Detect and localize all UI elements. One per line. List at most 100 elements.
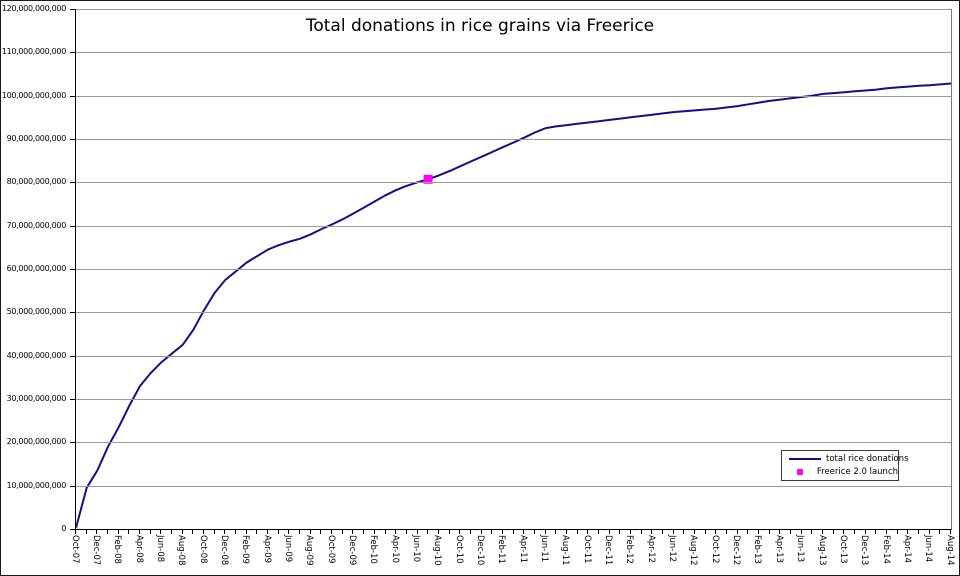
x-axis-tick [427,530,429,534]
x-axis-label: Aug-09 [304,535,315,566]
legend: total rice donations Freerice 2.0 launch [781,450,909,481]
x-axis-label: Feb-08 [112,535,123,564]
x-axis-tick [139,530,140,534]
x-axis-tick [779,530,781,534]
x-axis-tick [181,530,183,534]
y-axis-label: 100,000,000,000 [1,91,67,100]
gridline [76,486,951,487]
x-axis-tick [715,530,717,534]
x-axis-tick [203,530,204,534]
y-axis-label: 0 [61,524,66,533]
x-axis-label: Oct-13 [837,535,848,564]
x-axis-tick [704,530,706,534]
x-axis-tick [789,530,791,534]
legend-item-freerice2-launch: Freerice 2.0 launch [782,466,898,478]
x-axis-tick [854,530,855,534]
y-axis-tick [70,226,75,227]
x-axis-tick [683,530,685,534]
x-axis-label: Oct-11 [581,535,592,564]
x-axis-tick [512,530,514,534]
x-axis-label: Apr-12 [645,535,656,564]
x-axis-tick [918,530,919,534]
y-axis-label: 80,000,000,000 [6,177,67,186]
legend-swatch-area [789,458,821,460]
x-axis-tick [544,530,546,534]
x-axis-label: Dec-10 [475,535,485,566]
x-axis-label: Apr-10 [389,535,400,564]
legend-item-total-rice-donations: total rice donations [782,453,909,465]
x-axis-tick [320,530,322,534]
x-axis-tick [608,530,610,534]
x-axis-tick [597,530,599,534]
x-axis-tick [811,530,813,534]
x-axis-label: Apr-08 [133,535,144,564]
x-axis-tick [619,530,621,534]
legend-label: Freerice 2.0 launch [816,467,898,477]
x-axis-tick [363,530,365,534]
gridline [76,442,951,443]
x-axis-tick [896,530,898,534]
x-axis-label: Jun-12 [667,535,678,563]
y-axis-tick [70,442,75,443]
x-axis-tick [864,530,866,534]
x-axis-label: Oct-09 [325,535,336,564]
gridline [76,226,951,227]
x-axis-tick [171,530,172,534]
x-axis-tick [75,530,76,534]
x-axis-tick [288,530,290,534]
x-axis-tick [555,530,557,534]
legend-swatch-area [789,469,812,475]
x-axis-tick [373,530,375,534]
x-axis-tick [85,530,87,534]
x-axis-label: Aug-12 [688,535,699,566]
y-axis-label: 10,000,000,000 [6,481,67,490]
x-axis-tick [491,530,493,534]
x-axis-label: Aug-08 [176,535,187,566]
x-axis-tick [800,530,802,534]
x-axis-label: Oct-08 [197,535,208,564]
x-axis-tick [437,530,439,534]
x-axis-tick [309,530,311,534]
gridline [76,269,951,270]
x-axis-label: Jun-14 [923,535,934,563]
y-axis-label: 120,000,000,000 [1,4,67,13]
x-axis-tick [469,530,471,534]
y-axis-tick [70,312,75,313]
y-axis-label: 30,000,000,000 [6,394,67,403]
x-axis-tick [192,530,194,534]
x-axis-tick [160,530,162,534]
y-axis-label: 90,000,000,000 [6,134,67,143]
x-axis-label: Aug-10 [432,535,443,566]
legend-label: total rice donations [826,454,909,464]
x-axis-tick [843,530,845,534]
x-axis-tick [523,530,525,534]
y-axis-tick [70,9,75,10]
x-axis-tick [907,530,909,534]
x-axis-tick [928,530,930,534]
x-axis-tick [235,530,237,534]
gridline [76,52,951,53]
x-axis-tick [213,530,215,534]
x-axis-label: Jun-11 [539,535,549,563]
x-axis-tick [128,530,130,534]
x-axis-label: Aug-11 [560,535,571,566]
x-axis-tick [640,530,642,534]
x-axis-label: Feb-11 [496,535,507,564]
x-axis-label: Dec-08 [218,535,229,566]
y-axis-tick [70,52,75,53]
x-axis-tick [96,530,98,534]
x-axis-label: Feb-13 [752,535,763,564]
y-axis-label: 50,000,000,000 [6,307,67,316]
x-axis-label: Apr-11 [517,535,528,564]
x-axis-label: Apr-13 [773,535,784,564]
x-axis-tick [352,530,354,534]
x-axis-label: Oct-07 [69,535,80,564]
x-axis-tick [245,530,247,534]
x-axis-tick [501,530,503,534]
x-axis-tick [576,530,578,534]
x-axis-label: Dec-09 [346,535,357,566]
x-axis-label: Aug-14 [944,535,955,566]
y-axis-tick [70,96,75,97]
chart-title: Total donations in rice grains via Freer… [305,16,655,36]
x-axis-tick [587,530,589,534]
